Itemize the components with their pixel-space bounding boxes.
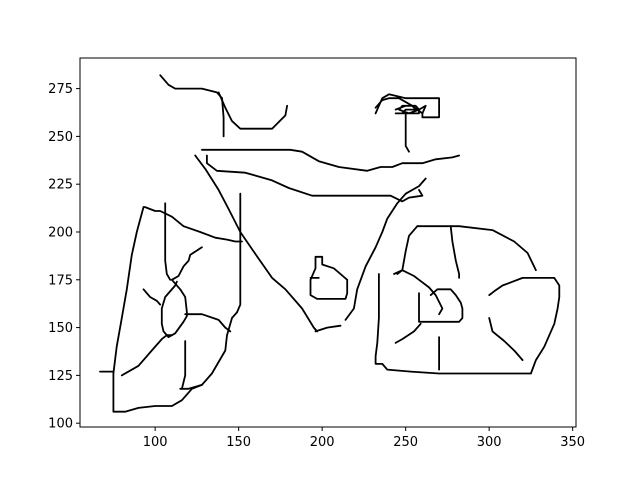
y-tick-label: 275 <box>48 82 73 97</box>
stroke-neck-curve <box>219 92 288 128</box>
stroke-left-loop <box>162 280 187 337</box>
y-tick-label: 175 <box>48 273 73 288</box>
stroke-left-curve <box>122 335 172 375</box>
stroke-left-outline <box>113 207 201 412</box>
stroke-center-tail <box>180 312 237 389</box>
stroke-lower-right-curve <box>489 318 522 360</box>
x-tick-label: 200 <box>310 435 335 450</box>
x-tick-label: 100 <box>143 435 168 450</box>
stroke-top-left-arc <box>160 75 222 98</box>
stroke-top-bar <box>202 150 459 171</box>
stroke-bottom-stem <box>182 341 185 389</box>
stroke-mid-left-curve <box>144 289 161 304</box>
stroke-left-boundary <box>144 207 243 241</box>
stroke-diagonal-end <box>316 326 341 332</box>
stroke-long-diagonal <box>195 156 317 332</box>
stroke-right-vertical <box>376 274 560 374</box>
stroke-top-right-stem <box>406 113 409 151</box>
stroke-upper-right-diagonal <box>346 179 426 320</box>
x-tick-label: 300 <box>477 435 502 450</box>
plot-lines <box>100 75 559 412</box>
y-axis: 100 125 150 175 200 225 250 275 <box>48 82 80 432</box>
stroke-vertical-center <box>237 194 240 313</box>
x-tick-label: 150 <box>226 435 251 450</box>
stroke-right-loop-inner <box>397 226 417 274</box>
y-tick-label: 225 <box>48 178 73 193</box>
stroke-second-bar <box>207 156 423 202</box>
y-tick-label: 250 <box>48 130 73 145</box>
stroke-rect-tail <box>451 226 459 278</box>
y-tick-label: 200 <box>48 225 73 240</box>
stroke-bottom-loop <box>185 314 230 331</box>
stroke-lower-curve <box>396 324 421 343</box>
stroke-small-hook <box>172 247 202 279</box>
plot-frame <box>80 58 576 427</box>
stroke-neck-tail <box>222 98 224 136</box>
stroke-right-loop-outer <box>417 226 536 270</box>
y-tick-label: 100 <box>48 417 73 432</box>
y-tick-label: 125 <box>48 369 73 384</box>
y-tick-label: 150 <box>48 321 73 336</box>
x-axis: 100 150 200 250 300 350 <box>143 427 585 450</box>
x-tick-label: 250 <box>393 435 418 450</box>
x-tick-label: 350 <box>560 435 585 450</box>
